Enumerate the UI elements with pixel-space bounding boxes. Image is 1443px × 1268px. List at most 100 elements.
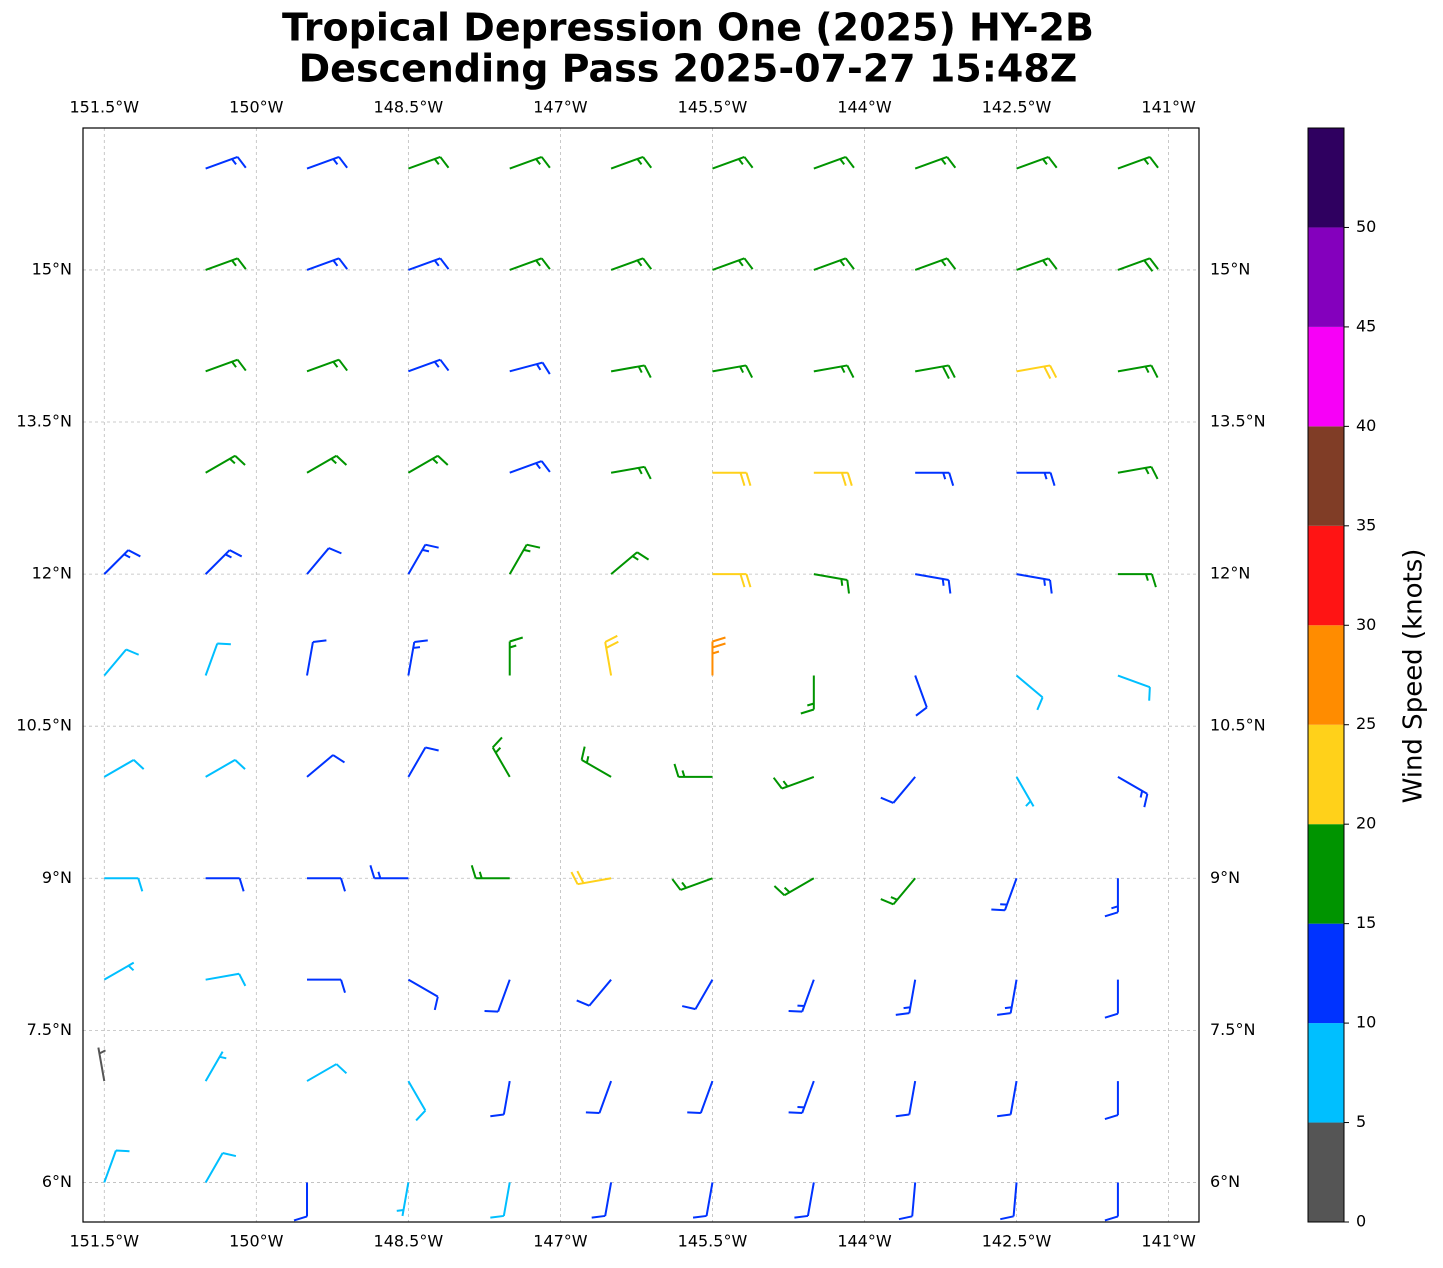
wind-barb bbox=[508, 543, 541, 575]
wind-barb bbox=[205, 877, 245, 892]
wind-barb bbox=[407, 454, 449, 474]
wind-barb bbox=[1104, 1081, 1119, 1121]
wind-barb bbox=[800, 675, 815, 715]
x-tick-label: 148.5°W bbox=[374, 1232, 444, 1251]
wind-barb bbox=[591, 1182, 613, 1219]
y-tick-label: 7.5°N bbox=[27, 1020, 72, 1039]
colorbar-tick-label: 20 bbox=[1356, 814, 1376, 833]
wind-barb bbox=[306, 547, 342, 575]
wind-barb bbox=[1015, 674, 1044, 711]
x-tick-label: 147°W bbox=[533, 98, 588, 117]
y-tick-label: 9°N bbox=[1210, 868, 1240, 887]
wind-barb bbox=[408, 257, 450, 271]
wind-barb bbox=[813, 257, 855, 271]
wind-barb bbox=[813, 364, 855, 378]
wind-barb bbox=[788, 979, 815, 1013]
wind-barb bbox=[576, 979, 612, 1007]
y-tick-label: 13.5°N bbox=[16, 412, 72, 431]
wind-barb bbox=[408, 155, 450, 170]
wind-barb bbox=[880, 877, 916, 906]
x-tick-label: 144°W bbox=[837, 1232, 892, 1251]
wind-barb bbox=[491, 736, 511, 778]
wind-barb bbox=[306, 257, 348, 271]
colorbar-segment bbox=[1308, 824, 1344, 924]
wind-barb bbox=[1104, 979, 1119, 1019]
wind-barb bbox=[712, 257, 754, 271]
colorbar-tick-label: 5 bbox=[1356, 1112, 1366, 1131]
colorbar-segment bbox=[1308, 128, 1344, 228]
colorbar-tick-label: 45 bbox=[1356, 316, 1376, 335]
y-tick-label: 13.5°N bbox=[1210, 412, 1266, 431]
x-tick-label: 142.5°W bbox=[982, 1232, 1052, 1251]
colorbar-tick-label: 25 bbox=[1356, 714, 1376, 733]
wind-barb bbox=[204, 1152, 237, 1183]
wind-barb bbox=[103, 759, 145, 778]
wind-barb bbox=[1015, 776, 1035, 807]
wind-barb bbox=[306, 454, 348, 474]
colorbar-tick-label: 10 bbox=[1356, 1013, 1376, 1032]
wind-barb bbox=[1016, 155, 1058, 170]
wind-barb bbox=[307, 877, 346, 892]
y-tick-label: 10.5°N bbox=[1210, 716, 1266, 735]
wind-barb bbox=[1117, 364, 1159, 378]
wind-barb bbox=[306, 754, 346, 778]
wind-barb bbox=[1016, 257, 1058, 271]
wind-barb bbox=[104, 877, 144, 892]
wind-barb bbox=[484, 979, 511, 1013]
colorbar-frame bbox=[1307, 127, 1345, 1223]
wind-barb bbox=[306, 358, 348, 373]
colorbar-label: Wind Speed (knots) bbox=[1399, 549, 1429, 804]
colorbar-segment bbox=[1308, 326, 1344, 427]
wind-barb bbox=[97, 1047, 106, 1082]
wind-barb bbox=[407, 543, 439, 575]
wind-barb bbox=[103, 961, 135, 981]
wind-barb bbox=[585, 1080, 613, 1115]
wind-barb bbox=[610, 465, 652, 480]
colorbar-segment bbox=[1308, 426, 1344, 526]
x-tick-label: 150°W bbox=[229, 98, 284, 117]
wind-barb bbox=[712, 573, 752, 588]
wind-barb bbox=[570, 870, 612, 886]
wind-barb bbox=[880, 776, 916, 804]
wind-barb bbox=[1016, 364, 1058, 380]
wind-barb bbox=[306, 639, 327, 676]
wind-barb bbox=[509, 361, 551, 375]
wind-barb bbox=[306, 155, 348, 170]
wind-barb bbox=[681, 979, 714, 1011]
wind-barb bbox=[205, 257, 247, 271]
barb-layer bbox=[97, 155, 1159, 1222]
wind-barb bbox=[997, 1080, 1018, 1118]
wind-barb bbox=[712, 471, 752, 487]
wind-barb bbox=[813, 573, 850, 594]
wind-barb bbox=[712, 155, 754, 170]
wind-barb bbox=[1117, 776, 1149, 808]
x-tick-label: 148.5°W bbox=[374, 98, 444, 117]
wind-barb bbox=[1117, 465, 1159, 480]
wind-barb bbox=[813, 155, 855, 170]
wind-barb bbox=[580, 746, 612, 778]
colorbar-tick-label: 0 bbox=[1356, 1212, 1366, 1231]
x-tick-label: 147°W bbox=[533, 1232, 588, 1251]
wind-barb bbox=[712, 364, 754, 378]
wind-barb bbox=[307, 978, 346, 993]
wind-barb bbox=[205, 358, 247, 373]
wind-barb bbox=[915, 573, 952, 594]
wind-barb bbox=[204, 549, 243, 575]
wind-barb bbox=[1104, 878, 1119, 918]
x-tick-label: 141°W bbox=[1141, 98, 1196, 117]
wind-barb bbox=[103, 1149, 130, 1183]
wind-barb bbox=[711, 636, 726, 676]
wind-barb bbox=[895, 979, 917, 1016]
x-tick-label: 141°W bbox=[1141, 1232, 1196, 1251]
colorbar-segment bbox=[1308, 227, 1344, 327]
colorbar-tick-label: 30 bbox=[1356, 615, 1376, 634]
wind-barb bbox=[610, 257, 653, 271]
wind-barb bbox=[103, 549, 141, 575]
title: Tropical Depression One (2025) HY-2B bbox=[282, 6, 1094, 50]
colorbar-tick-label: 50 bbox=[1356, 217, 1376, 236]
x-tick-label: 150°W bbox=[229, 1232, 284, 1251]
y-tick-label: 7.5°N bbox=[1210, 1020, 1255, 1039]
wind-barb bbox=[898, 1182, 917, 1221]
wind-barb bbox=[813, 471, 853, 487]
wind-barb bbox=[991, 877, 1018, 912]
